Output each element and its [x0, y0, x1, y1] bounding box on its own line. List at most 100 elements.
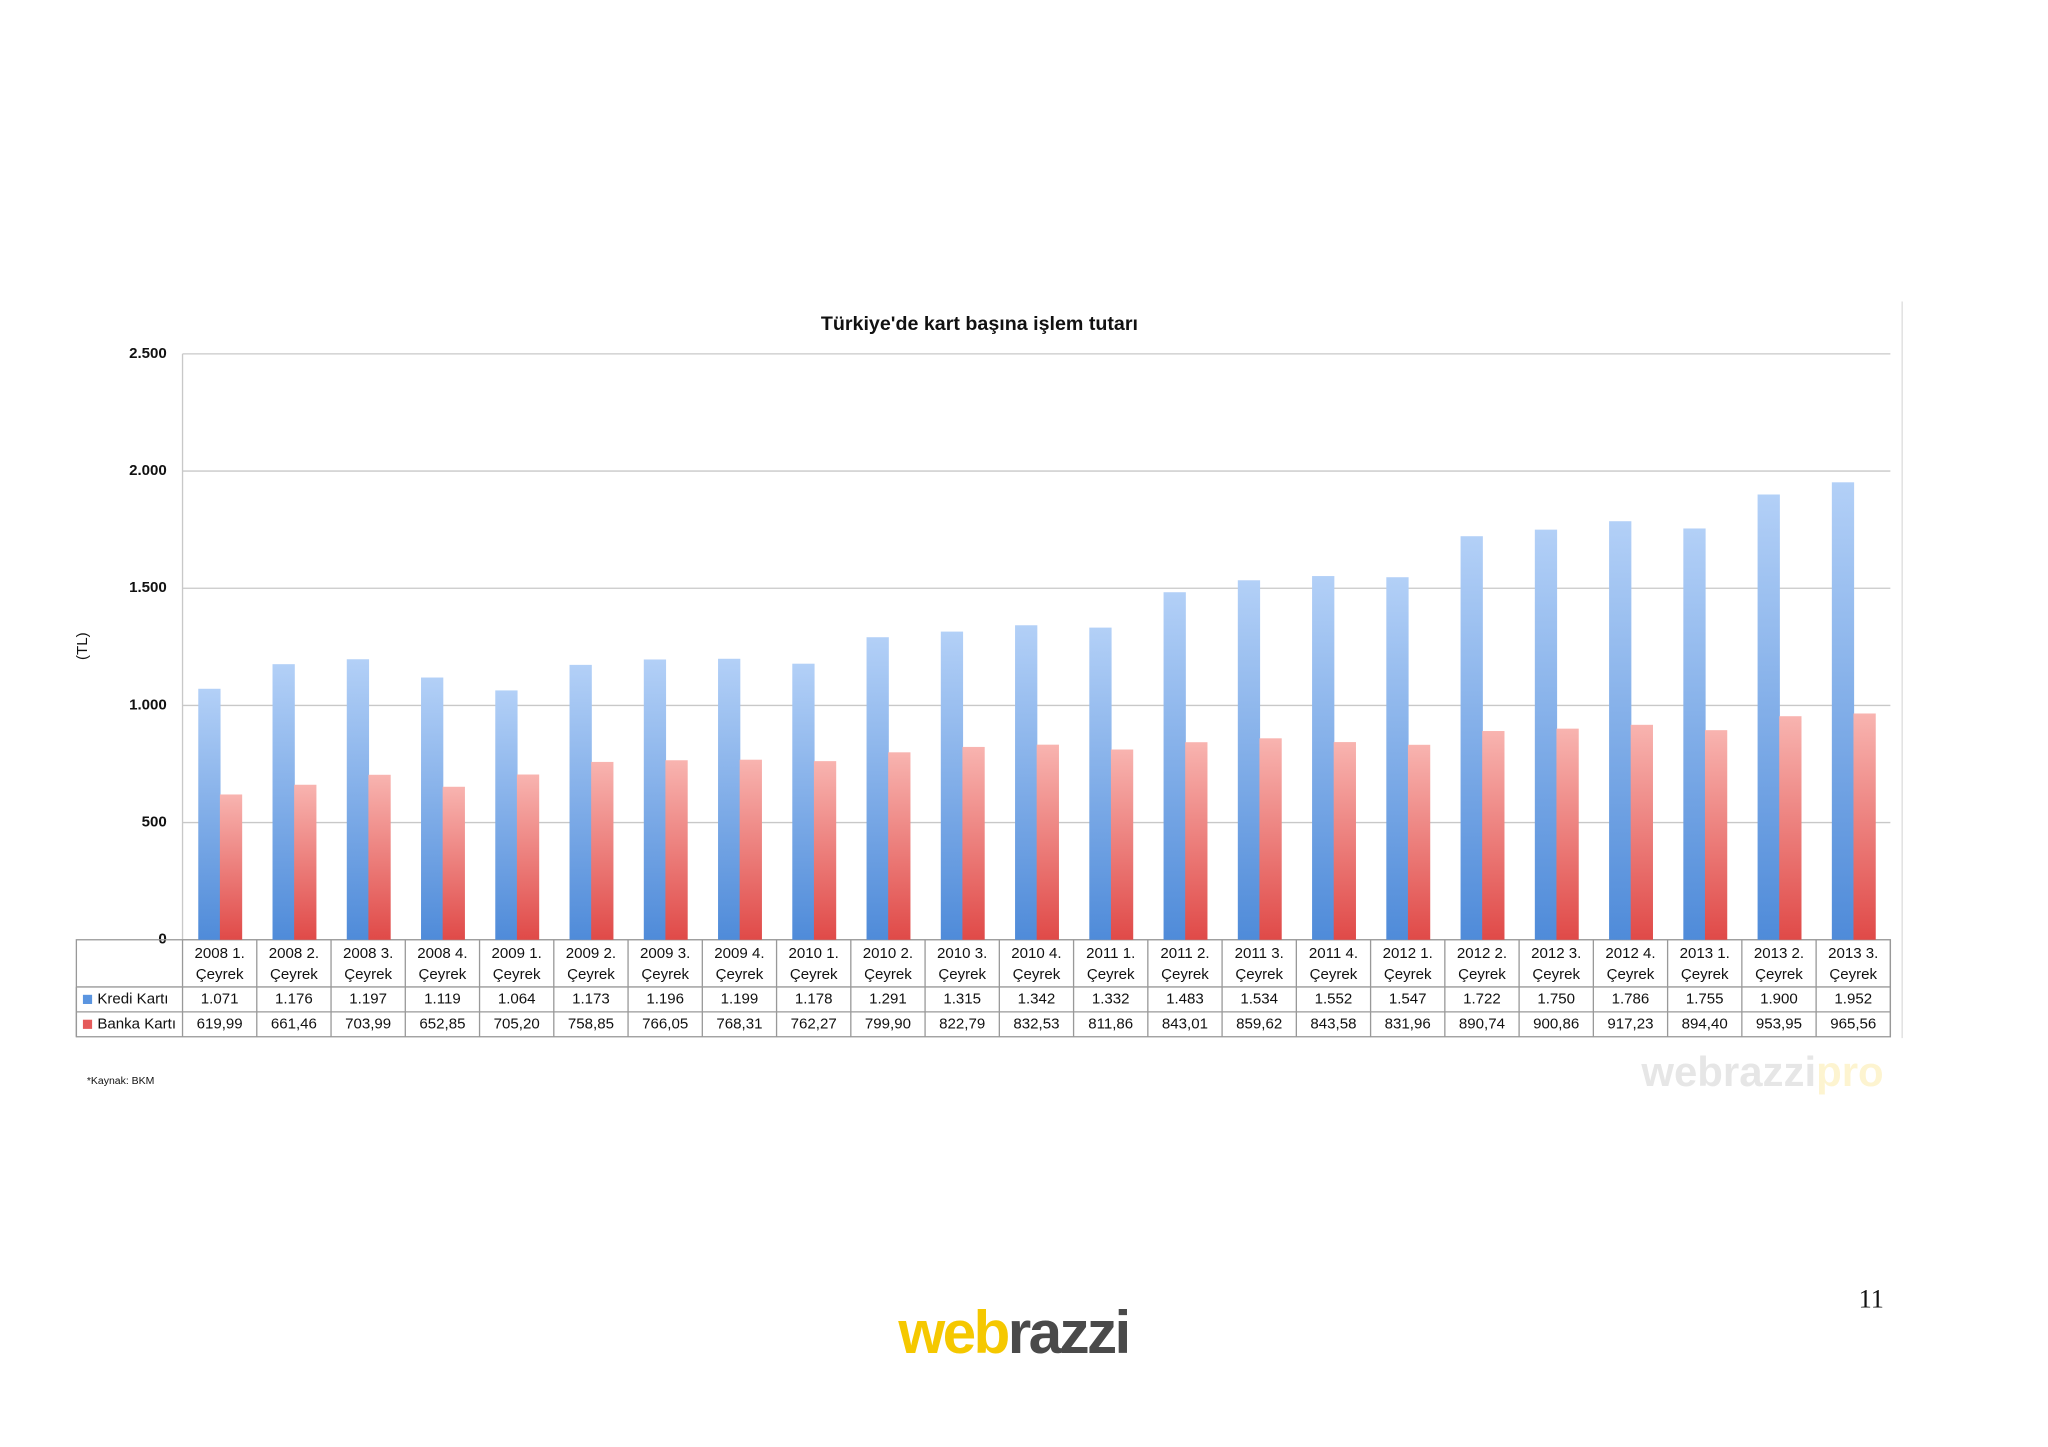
bar — [346, 659, 370, 940]
value-label: 1.952 — [1834, 990, 1872, 1007]
x-tick-label: 2010 1. Çeyrek — [789, 945, 839, 983]
y-tick-label: 2.000 — [129, 462, 167, 479]
x-tick-label: 2011 2. Çeyrek — [1160, 945, 1209, 983]
bar — [1163, 592, 1186, 940]
x-tick-label: 2013 1. Çeyrek — [1680, 945, 1730, 983]
value-label: 1.197 — [349, 990, 387, 1007]
x-tick-label: 2013 3. Çeyrek — [1828, 945, 1878, 983]
value-label: 705,20 — [494, 1015, 540, 1032]
x-tick-label: 2008 1. Çeyrek — [195, 945, 245, 983]
value-label: 1.552 — [1315, 990, 1353, 1007]
value-label: 832,53 — [1013, 1015, 1059, 1032]
value-label: 1.176 — [275, 990, 313, 1007]
bar — [591, 761, 614, 940]
bar — [888, 752, 911, 940]
bar — [272, 664, 295, 940]
value-label: 768,31 — [716, 1015, 762, 1032]
value-label: 1.900 — [1760, 990, 1798, 1007]
value-label: 831,96 — [1385, 1015, 1431, 1032]
bar — [1089, 627, 1112, 940]
value-label: 1.483 — [1166, 990, 1204, 1007]
bar — [792, 663, 815, 940]
bar — [665, 760, 688, 940]
value-label: 1.755 — [1686, 990, 1724, 1007]
bar — [962, 746, 985, 940]
bar — [569, 664, 592, 940]
value-label: 900,86 — [1533, 1015, 1579, 1032]
x-tick-label: 2012 1. Çeyrek — [1383, 945, 1433, 983]
bar — [1630, 724, 1653, 940]
value-label: 1.315 — [943, 990, 981, 1007]
legend-label: Kredi Kartı — [97, 990, 168, 1007]
value-label: 766,05 — [642, 1015, 688, 1032]
value-label: 843,01 — [1162, 1015, 1208, 1032]
x-tick-label: 2009 1. Çeyrek — [492, 945, 542, 983]
value-label: 1.178 — [795, 990, 833, 1007]
bar — [1460, 536, 1483, 940]
watermark: webrazzipro — [1640, 1048, 1883, 1095]
bar — [1853, 713, 1876, 940]
value-label: 1.291 — [869, 990, 907, 1007]
value-label: 1.199 — [721, 990, 759, 1007]
bar — [1482, 731, 1505, 940]
y-tick-label: 1.500 — [129, 579, 167, 596]
value-label: 1.342 — [1018, 990, 1056, 1007]
bar — [813, 761, 837, 940]
legend-label: Banka Kartı — [97, 1015, 176, 1032]
value-label: 1.786 — [1612, 990, 1650, 1007]
bar — [1333, 742, 1356, 940]
bar — [1534, 529, 1558, 940]
x-tick-label: 2010 3. Çeyrek — [937, 945, 987, 983]
x-tick-label: 2011 3. Çeyrek — [1235, 945, 1284, 983]
bar — [1110, 749, 1134, 940]
value-label: 894,40 — [1682, 1015, 1728, 1032]
value-label: 762,27 — [791, 1015, 837, 1032]
value-label: 890,74 — [1459, 1015, 1505, 1032]
y-tick-label: 500 — [142, 814, 167, 831]
value-label: 1.173 — [572, 990, 610, 1007]
value-label: 1.722 — [1463, 990, 1501, 1007]
x-tick-label: 2008 4. Çeyrek — [417, 945, 467, 983]
value-label: 703,99 — [345, 1015, 391, 1032]
value-label: 965,56 — [1830, 1015, 1876, 1032]
y-tick-label: 2.500 — [129, 345, 167, 362]
x-tick-label: 2009 3. Çeyrek — [640, 945, 690, 983]
value-label: 1.119 — [424, 990, 461, 1007]
bar — [219, 794, 243, 940]
bar — [866, 637, 889, 940]
value-label: 652,85 — [419, 1015, 465, 1032]
y-axis-label: (TL) — [74, 632, 91, 660]
logo-a: web — [897, 1298, 1008, 1366]
watermark-a: webrazzi — [1640, 1048, 1816, 1095]
value-label: 1.547 — [1389, 990, 1427, 1007]
bar — [1779, 716, 1802, 940]
bar — [198, 688, 221, 940]
value-label: 1.196 — [646, 990, 684, 1007]
x-tick-label: 2010 2. Çeyrek — [863, 945, 913, 983]
legend-swatch — [82, 994, 93, 1004]
bar — [718, 658, 741, 940]
bar — [442, 786, 465, 940]
x-tick-label: 2009 4. Çeyrek — [714, 945, 764, 983]
x-tick-label: 2008 3. Çeyrek — [343, 945, 393, 983]
x-tick-label: 2012 4. Çeyrek — [1605, 945, 1655, 983]
bar — [1185, 742, 1208, 940]
value-label: 1.534 — [1240, 990, 1278, 1007]
watermark-b: pro — [1816, 1048, 1884, 1095]
bar — [495, 690, 518, 940]
value-label: 822,79 — [939, 1015, 985, 1032]
value-label: 917,23 — [1607, 1015, 1653, 1032]
x-tick-label: 2008 2. Çeyrek — [269, 945, 319, 983]
bar — [294, 784, 317, 940]
source: *Kaynak: BKM — [87, 1076, 155, 1087]
x-tick-label: 2010 4. Çeyrek — [1011, 945, 1061, 983]
value-label: 1.332 — [1092, 990, 1130, 1007]
bar — [643, 659, 667, 940]
bar — [1015, 625, 1038, 940]
bar — [1312, 576, 1335, 940]
bar — [1556, 728, 1579, 940]
value-label: 1.064 — [498, 990, 536, 1007]
bar — [1259, 738, 1282, 940]
x-tick-label: 2011 4. Çeyrek — [1309, 945, 1358, 983]
